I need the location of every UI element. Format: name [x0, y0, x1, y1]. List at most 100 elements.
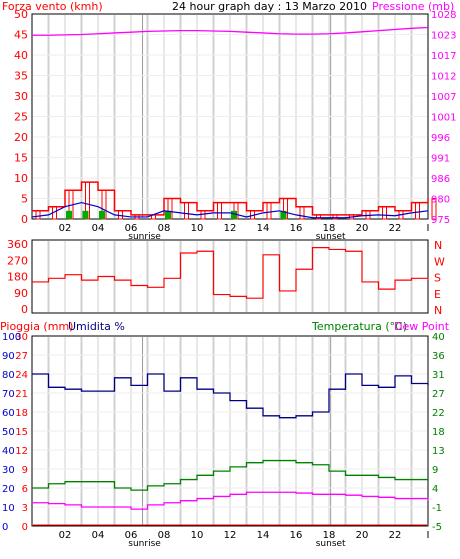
humidity-tick-label: 80 — [2, 370, 15, 381]
humidity-tick-label: 0 — [2, 522, 8, 533]
pressure-tick-label: 996 — [431, 133, 450, 144]
pressure-tick-label: 1007 — [431, 92, 456, 103]
direction-tick-label: 180 — [7, 271, 28, 284]
wind-bar — [382, 206, 387, 220]
humidity-x-tick: 18 — [323, 530, 336, 541]
rain-tick-label: 21 — [15, 389, 28, 400]
wind-tick-label: 25 — [14, 111, 28, 124]
humidity-tick-label: 60 — [2, 408, 15, 419]
calm-bar — [82, 210, 89, 219]
rain-tick-label: 27 — [15, 351, 28, 362]
humidity-x-tick: 04 — [92, 530, 105, 541]
chart-title: 24 hour graph day : 13 Marzo 2010 — [172, 0, 367, 13]
humidity-x-tick: 14 — [257, 530, 270, 541]
wind-direction-series — [32, 247, 429, 299]
humidity-x-tick: 06 — [125, 530, 138, 541]
humidity-tick-label: 40 — [2, 446, 15, 457]
rain-tick-label: 6 — [22, 484, 28, 495]
humidity-x-tick: 12 — [224, 530, 237, 541]
wind-bar — [415, 202, 420, 220]
wind-bar — [332, 214, 338, 220]
temperature-tick-label: 40 — [432, 332, 445, 343]
pressure-tick-label: 1017 — [431, 51, 456, 62]
humidity-x-tick: 10 — [191, 530, 204, 541]
wind-x-tick: 18 — [323, 223, 336, 234]
wind-tick-label: 50 — [14, 8, 28, 21]
temperature-tick-label: 36 — [432, 351, 445, 362]
rain-tick-label: 3 — [22, 503, 28, 514]
pressure-series — [32, 26, 429, 36]
temperature-tick-label: -1 — [432, 503, 442, 514]
temperature-series — [32, 459, 428, 491]
wind-speed-series — [32, 181, 429, 216]
wind-tick-label: 0 — [21, 213, 28, 226]
temperature-tick-label: 13 — [432, 446, 445, 457]
temperature-tick-label: 4 — [432, 484, 438, 495]
temperature-tick-label: 27 — [432, 389, 445, 400]
direction-tick-label: 90 — [14, 287, 28, 300]
wind-x-tick: 10 — [191, 223, 204, 234]
calm-bar — [280, 210, 287, 219]
humidity-series — [32, 373, 429, 419]
humidity-x-tick: 16 — [290, 530, 303, 541]
calm-bar — [165, 210, 171, 219]
sunrise-label: sunrise — [128, 539, 161, 549]
direction-tick-label: 270 — [7, 254, 28, 267]
wind-x-tick: I — [427, 223, 430, 234]
wind-x-tick: 02 — [59, 223, 72, 234]
temperature-tick-label: 22 — [432, 408, 445, 419]
gust-series — [31, 201, 429, 219]
wind-bar — [299, 206, 305, 220]
humidity-tick-label: 50 — [2, 427, 15, 438]
humidity-axis-title: Umidita % — [68, 320, 125, 333]
wind-tick-label: 10 — [14, 172, 28, 185]
rain-tick-label: 12 — [15, 446, 28, 457]
wind-tick-label: 20 — [14, 131, 28, 144]
wind-bar — [217, 202, 222, 220]
compass-label: W — [434, 255, 445, 268]
wind-x-tick: 08 — [158, 223, 171, 234]
compass-label: N — [434, 239, 442, 252]
calm-bar — [231, 210, 237, 219]
rain-tick-label: 30 — [15, 332, 28, 343]
humidity-x-tick: 22 — [389, 530, 402, 541]
humidity-tick-label: 30 — [2, 465, 15, 476]
humidity-x-tick: 08 — [158, 530, 171, 541]
pressure-tick-label: 980 — [431, 195, 450, 206]
humidity-x-tick: 20 — [356, 530, 369, 541]
compass-label: S — [434, 272, 441, 285]
humidity-x-tick: I — [427, 530, 430, 541]
humidity-x-tick: 02 — [59, 530, 72, 541]
wind-bar — [35, 210, 41, 220]
pressure-tick-label: 986 — [431, 174, 450, 185]
wind-bar — [184, 202, 189, 220]
pressure-tick-label: 1028 — [431, 10, 456, 21]
direction-tick-label: 0 — [21, 303, 28, 316]
wind-axis-title: Forza vento (kmh) — [2, 0, 103, 13]
wind-tick-label: 30 — [14, 90, 28, 103]
dewpoint-axis-title: Dew Point — [394, 320, 450, 333]
rain-tick-label: 15 — [15, 427, 28, 438]
wind-x-tick: 06 — [125, 223, 138, 234]
temperature-tick-label: 31 — [432, 370, 445, 381]
wind-x-tick: 22 — [389, 223, 402, 234]
wind-x-tick: 20 — [356, 223, 369, 234]
rain-axis-title: Pioggia (mm) — [0, 320, 73, 333]
wind-x-tick: 16 — [290, 223, 303, 234]
temperature-axis-title: Temperatura (°C) — [311, 320, 407, 333]
humidity-tick-label: 100 — [2, 332, 21, 343]
wind-tick-label: 5 — [21, 193, 28, 206]
pressure-tick-label: 991 — [431, 154, 450, 165]
sunset-label: sunset — [316, 232, 346, 242]
temperature-tick-label: 9 — [432, 465, 438, 476]
rain-tick-label: 24 — [15, 370, 28, 381]
sunset-label: sunset — [316, 539, 346, 549]
wind-x-tick: 12 — [224, 223, 237, 234]
wind-bar — [431, 198, 437, 220]
humidity-tick-label: 90 — [2, 351, 15, 362]
rain-tick-label: 18 — [15, 408, 28, 419]
humidity-tick-label: 10 — [2, 503, 15, 514]
wind-bar — [266, 202, 272, 220]
wind-tick-label: 40 — [14, 49, 28, 62]
